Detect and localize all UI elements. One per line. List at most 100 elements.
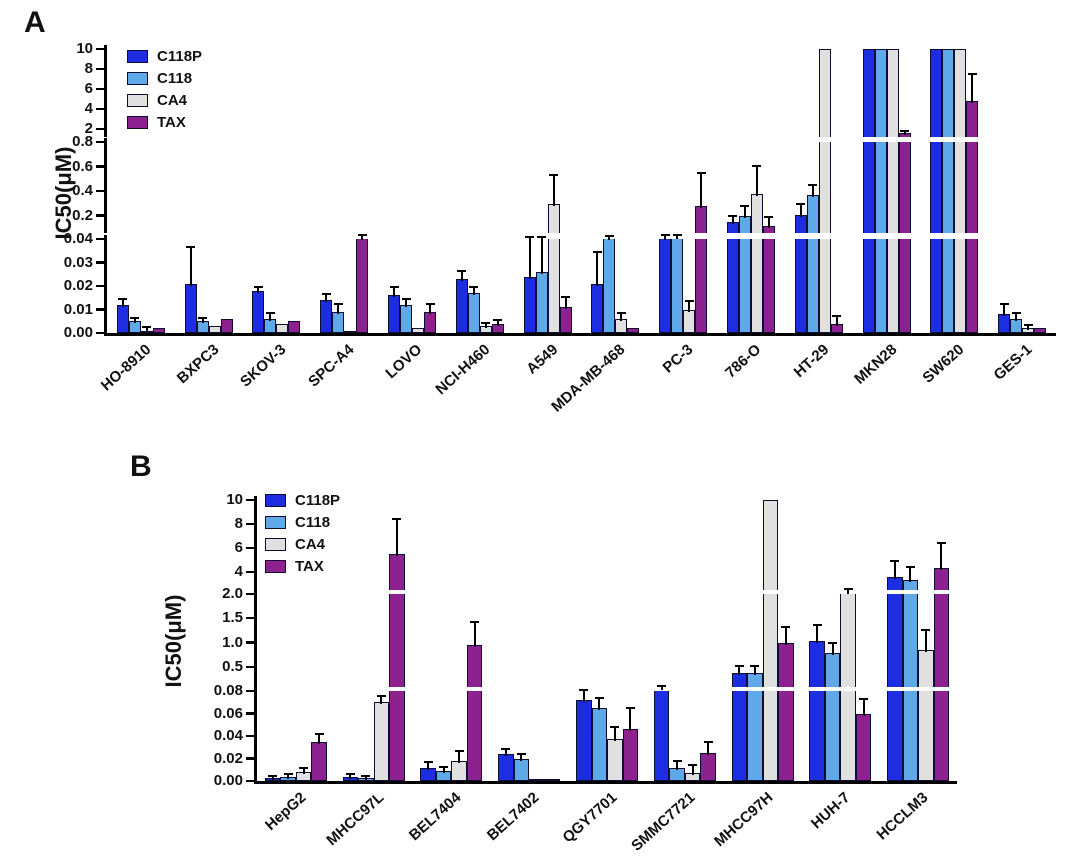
error-cap-CA4-HO-8910: [142, 326, 152, 329]
error-cap-C118P-786-O: [728, 215, 738, 218]
error-bar-C118-SKOV-3: [269, 314, 272, 321]
y-axis-segment: [104, 235, 107, 333]
x-category-label-HepG2: HepG2: [261, 789, 310, 834]
y-tick-label: 2: [84, 120, 93, 137]
bar-TAX-SPC-A4: [356, 237, 369, 333]
bar-C118-HUH-7: [824, 652, 841, 781]
axis-break-band-3: [106, 137, 1057, 142]
bar-C118P-SMMC7721: [653, 688, 670, 781]
legend-label-CA4: CA4: [157, 91, 188, 109]
error-cap-C118-A549: [537, 235, 547, 238]
y-tick-label: 0.02: [213, 749, 243, 767]
axis-break-band-1: [256, 687, 958, 691]
error-bar-TAX-HT-29: [835, 316, 838, 326]
error-cap-CA4-HCCLM3: [921, 628, 931, 631]
error-cap-C118-GES-1: [1011, 312, 1021, 315]
y-axis-title-b: IC50(μM): [161, 594, 186, 688]
error-bar-C118-HepG2: [287, 775, 290, 779]
error-bar-TAX-HUH-7: [862, 700, 865, 716]
y-tick-label: 6: [234, 539, 243, 556]
error-cap-C118-MHCC97H: [750, 664, 760, 667]
bar-C118P-QGY7701: [576, 700, 592, 781]
error-bar-C118-HUH-7: [831, 643, 834, 655]
bar-C118P-A549: [523, 276, 536, 333]
error-bar-TAX-786-O: [767, 218, 770, 228]
y-tick-label: 1.0: [222, 633, 243, 651]
error-bar-CA4-SMMC7721: [691, 766, 694, 776]
bar-TAX-LOVO: [424, 311, 437, 333]
bar-CA4-HT-29: [818, 49, 831, 333]
error-bar-C118P-HO-8910: [121, 300, 124, 307]
error-cap-TAX-MHCC97H: [781, 626, 791, 629]
bar-C118P-NCI-H460: [455, 278, 468, 333]
error-bar-C118-A549: [540, 237, 543, 274]
y-axis-tick: [96, 308, 104, 311]
y-tick-label: 0.2: [72, 206, 93, 224]
bar-TAX-PC-3: [695, 205, 708, 333]
bar-TAX-QGY7701: [622, 729, 638, 781]
error-bar-C118-BEL7402: [520, 755, 523, 761]
y-axis-tick: [96, 67, 104, 70]
error-bar-C118P-A549: [528, 237, 531, 279]
y-tick-label: 1.5: [222, 609, 243, 627]
error-cap-CA4-GES-1: [1023, 323, 1033, 326]
error-cap-C118-HT-29: [808, 184, 818, 187]
legend-swatch-C118P: [265, 493, 286, 507]
bar-C118P-SKOV-3: [252, 290, 265, 333]
bar-CA4-BXPC3: [208, 325, 221, 333]
legend-label-TAX: TAX: [295, 557, 324, 575]
y-axis-tick: [246, 712, 254, 715]
legend-label-C118: C118: [295, 513, 331, 531]
error-bar-C118P-SMMC7721: [660, 687, 663, 690]
error-bar-C118P-MDA-MB-468: [596, 253, 599, 286]
error-bar-CA4-BEL7404: [458, 751, 461, 763]
bar-CA4-BEL7404: [451, 760, 467, 781]
y-axis-tick: [96, 165, 104, 168]
bar-CA4-SKOV-3: [276, 323, 289, 333]
error-cap-C118-HUH-7: [828, 641, 838, 644]
error-cap-C118-BEL7402: [516, 753, 526, 756]
error-cap-CA4-NCI-H460: [481, 321, 491, 324]
error-cap-C118P-HO-8910: [118, 298, 128, 301]
panel-label-b: B: [130, 450, 152, 483]
error-cap-C118-MHCC97L: [361, 774, 371, 777]
error-bar-C118P-GES-1: [1003, 304, 1006, 317]
error-bar-CA4-NCI-H460: [484, 323, 487, 328]
error-cap-C118-BXPC3: [198, 316, 208, 319]
y-axis-segment: [254, 496, 257, 590]
plot-area-b: 0.00 0.02 0.04 0.06 0.08 0.5 1.0 1.5 2.0 4 6 8 10 Hep…: [214, 491, 958, 855]
y-tick-label: 0.03: [63, 253, 93, 271]
bar-C118-HT-29: [806, 194, 819, 333]
y-tick-label: 2.0: [222, 585, 243, 602]
bar-TAX-HUH-7: [855, 713, 872, 781]
error-bar-C118-LOVO: [405, 300, 408, 307]
y-tick-label: 0.6: [72, 157, 93, 175]
error-cap-TAX-LOVO: [425, 302, 435, 305]
error-bar-C118-SPC-A4: [337, 304, 340, 314]
y-axis-tick: [96, 87, 104, 90]
error-cap-CA4-MHCC97L: [376, 694, 386, 697]
y-axis-tick: [96, 261, 104, 264]
bar-TAX-MHCC97L: [389, 554, 405, 781]
y-tick-label: 6: [84, 80, 93, 97]
bar-TAX-786-O: [762, 225, 775, 333]
error-bar-TAX-MHCC97L: [395, 520, 398, 556]
error-bar-TAX-HepG2: [318, 734, 321, 744]
bar-TAX-SKOV-3: [288, 321, 301, 333]
bar-CA4-BEL7402: [529, 778, 545, 781]
y-tick-label: 10: [226, 491, 243, 508]
error-cap-TAX-QGY7701: [625, 707, 635, 709]
bar-C118-LOVO: [400, 304, 413, 333]
bar-C118-MDA-MB-468: [603, 238, 616, 333]
y-axis-tick: [96, 284, 104, 287]
error-cap-C118P-BEL7404: [423, 761, 433, 763]
y-axis-tick: [246, 757, 254, 760]
error-bar-TAX-QGY7701: [629, 709, 632, 732]
error-bar-C118P-HT-29: [799, 204, 802, 217]
error-cap-C118-HCCLM3: [905, 566, 915, 569]
error-cap-CA4-BEL7404: [454, 749, 464, 752]
bar-C118P-MDA-MB-468: [591, 283, 604, 333]
error-cap-C118-HepG2: [283, 773, 293, 776]
y-axis-tick: [246, 570, 254, 573]
